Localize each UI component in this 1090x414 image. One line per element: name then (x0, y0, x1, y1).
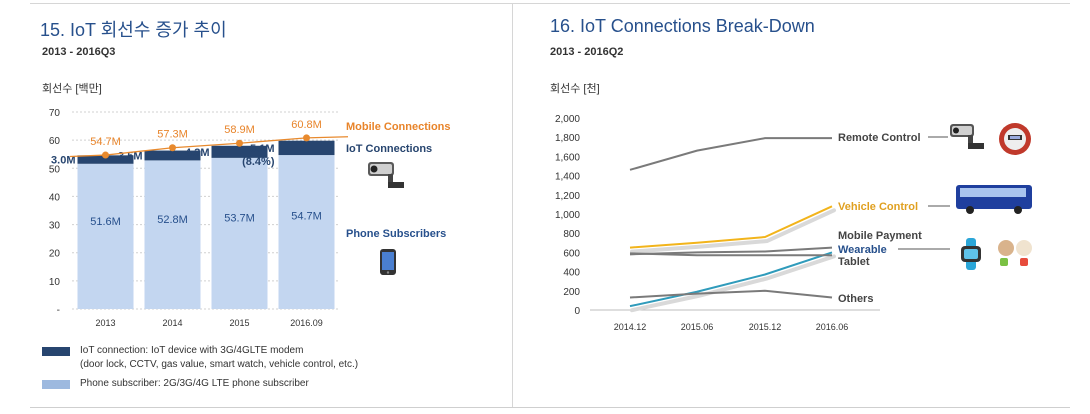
bar-iot-connections (278, 140, 335, 156)
series-label-wearable: Wearable (838, 244, 887, 256)
left-unit-label: 회선수 [백만] (42, 83, 102, 95)
bar-phone-subscribers (144, 160, 201, 309)
y-tick-label: 1,000 (555, 210, 580, 221)
series-label-phone-subscribers: Phone Subscribers (346, 228, 446, 240)
y-tick-label: 200 (563, 287, 580, 298)
x-tick-label: 2016.06 (816, 322, 849, 332)
bar-phone-subscribers (211, 157, 268, 309)
series-label-iot-connections: IoT Connections (346, 143, 432, 155)
bar-phone-subscribers (278, 155, 335, 309)
iot-connections-bar-chart: - 10 20 30 40 50 60 70 51.6M 2013 52.8M 2014 53.7M 20… (49, 108, 451, 328)
y-tick-label: 0 (574, 306, 580, 317)
x-tick-label: 2015 (229, 318, 249, 328)
series-label-tablet: Tablet (838, 256, 870, 268)
series-label-others: Others (838, 293, 873, 305)
x-tick-label: 2015.06 (681, 322, 714, 332)
y-tick-label: 40 (49, 192, 61, 203)
legend-swatch-phone (42, 380, 70, 389)
data-label-phone: 54.7M (291, 211, 322, 223)
left-chart-subtitle: 2013 - 2016Q3 (42, 46, 116, 58)
x-tick-label: 2015.12 (749, 322, 782, 332)
data-label-mobile: 58.9M (224, 124, 255, 136)
right-chart-title: 16. IoT Connections Break-Down (550, 16, 815, 36)
data-label-iot: 3.0M (51, 155, 75, 167)
y-tick-label: 800 (563, 229, 580, 240)
line-shadow-vehicle-control (630, 208, 836, 254)
data-label-mobile: 57.3M (157, 129, 188, 141)
x-tick-label: 2013 (95, 318, 115, 328)
data-label-mobile: 60.8M (291, 119, 322, 131)
point-mobile-connections (236, 139, 243, 147)
line-vehicle-control (629, 205, 833, 249)
legend-item-phone-subscriber: Phone subscriber: 2G/3G/4G LTE phone sub… (42, 377, 462, 393)
y-tick-label: - (57, 305, 60, 316)
line-remote-control (629, 137, 832, 171)
meter-icon (999, 123, 1031, 155)
bus-icon (956, 185, 1032, 214)
legend-item-iot-connection: IoT connection: IoT device with 3G/4GLTE… (42, 344, 462, 378)
left-chart-title: 15. IoT 회선수 증가 추이 (40, 20, 227, 40)
legend-text-iot-line2: (door lock, CCTV, gas value, smart watch… (80, 359, 359, 370)
series-label-vehicle-control: Vehicle Control (838, 201, 918, 213)
y-tick-label: 1,800 (555, 133, 580, 144)
series-label-remote-control: Remote Control (838, 132, 921, 144)
smartwatch-icon (961, 238, 981, 270)
data-label-mobile: 54.7M (90, 136, 121, 148)
panel-divider (512, 4, 513, 407)
line-others (629, 289, 833, 299)
y-tick-label: 50 (49, 164, 61, 175)
x-tick-label: 2014 (162, 318, 182, 328)
y-tick-label: 400 (563, 268, 580, 279)
pets-icon (998, 240, 1032, 266)
bar-iot-connections (144, 150, 201, 161)
point-mobile-connections (303, 134, 310, 142)
smartphone-icon (380, 249, 396, 275)
y-tick-label: 10 (49, 277, 61, 288)
legend-text-iot-line1: IoT connection: IoT device with 3G/4GLTE… (80, 345, 304, 356)
y-tick-label: 1,600 (555, 152, 580, 163)
line-shadow-wearable (630, 254, 836, 313)
data-label-iot-share: (8.4%) (242, 156, 275, 168)
bar-iot-connections (211, 145, 268, 158)
bar-iot-connections (77, 155, 134, 164)
right-unit-label: 회선수 [천] (550, 83, 600, 95)
y-tick-label: 60 (49, 136, 61, 147)
legend-swatch-iot (42, 347, 70, 356)
right-chart-subtitle: 2013 - 2016Q2 (550, 46, 624, 58)
series-label-mobile-connections: Mobile Connections (346, 121, 451, 133)
bar-phone-subscribers (77, 163, 134, 309)
series-label-mobile-payment: Mobile Payment (838, 230, 922, 242)
y-tick-label: 70 (49, 108, 61, 119)
legend-text-phone-line1: Phone subscriber: 2G/3G/4G LTE phone sub… (80, 378, 309, 389)
x-tick-label: 2016.09 (290, 318, 323, 328)
data-label-phone: 52.8M (157, 214, 188, 226)
point-mobile-connections (169, 144, 176, 152)
line-mobile-connections (69, 136, 349, 158)
y-tick-label: 20 (49, 249, 61, 260)
data-label-iot: 5.1M (250, 143, 274, 155)
data-label-iot: 4.3M (185, 147, 209, 159)
data-label-phone: 51.6M (90, 216, 121, 228)
y-tick-label: 1,400 (555, 172, 580, 183)
point-mobile-connections (102, 151, 109, 159)
bottom-rule (30, 407, 1070, 408)
y-tick-label: 30 (49, 221, 61, 232)
line-wearable (629, 251, 833, 308)
cctv-camera-icon-right (950, 124, 984, 149)
line-tablet (629, 252, 832, 257)
y-tick-label: 2,000 (555, 114, 580, 125)
y-tick-label: 1,200 (555, 191, 580, 202)
data-label-phone: 53.7M (224, 212, 255, 224)
cctv-camera-icon (368, 162, 404, 188)
x-tick-label: 2014.12 (614, 322, 647, 332)
top-rule (30, 3, 1070, 4)
y-tick-label: 600 (563, 248, 580, 259)
